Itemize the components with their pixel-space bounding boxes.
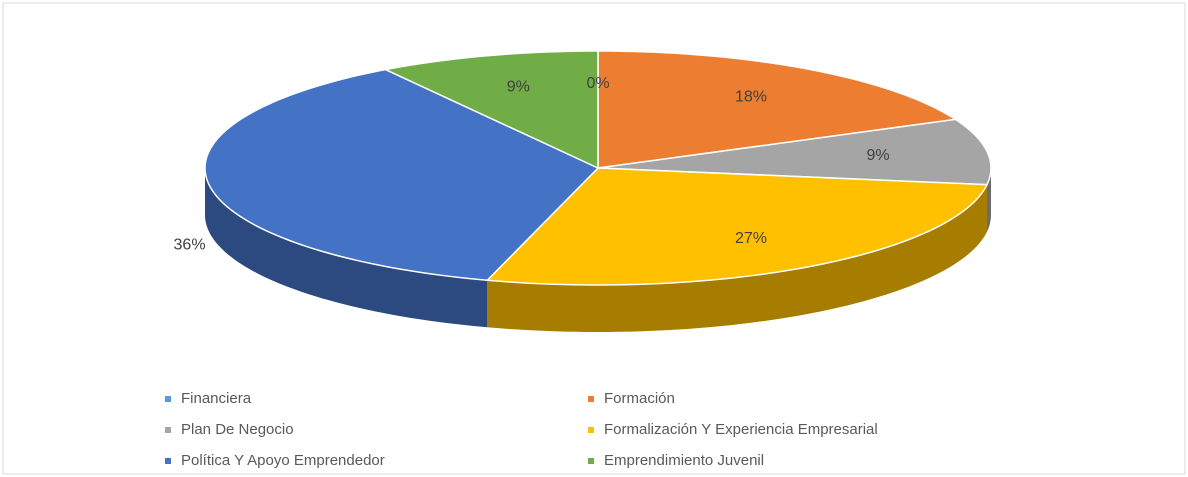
legend-label: Formación	[604, 390, 675, 407]
slice	[597, 50, 958, 169]
data-label: 9%	[507, 78, 530, 95]
legend-label: Formalización Y Experiencia Empresarial	[604, 421, 878, 438]
legend-swatch	[588, 427, 594, 433]
slice	[597, 118, 992, 186]
data-label: 0%	[586, 75, 609, 92]
data-label: 18%	[735, 88, 767, 105]
data-label: 27%	[735, 230, 767, 247]
legend-swatch	[165, 427, 171, 433]
legend-swatch	[165, 458, 171, 464]
slice-side	[487, 184, 987, 332]
slice	[204, 68, 600, 282]
slice	[485, 167, 989, 286]
legend-swatch	[588, 396, 594, 402]
data-label: 9%	[867, 147, 890, 164]
legend-swatch	[165, 396, 171, 402]
legend-label: Emprendimiento Juvenil	[604, 452, 764, 469]
data-label: 36%	[174, 237, 206, 254]
legend-label: Financiera	[181, 390, 252, 407]
slice-side	[205, 168, 488, 328]
legend-swatch	[588, 458, 594, 464]
legend-label: Plan De Negocio	[181, 421, 294, 438]
legend-label: Política Y Apoyo Emprendedor	[181, 452, 385, 469]
slice	[383, 50, 599, 170]
